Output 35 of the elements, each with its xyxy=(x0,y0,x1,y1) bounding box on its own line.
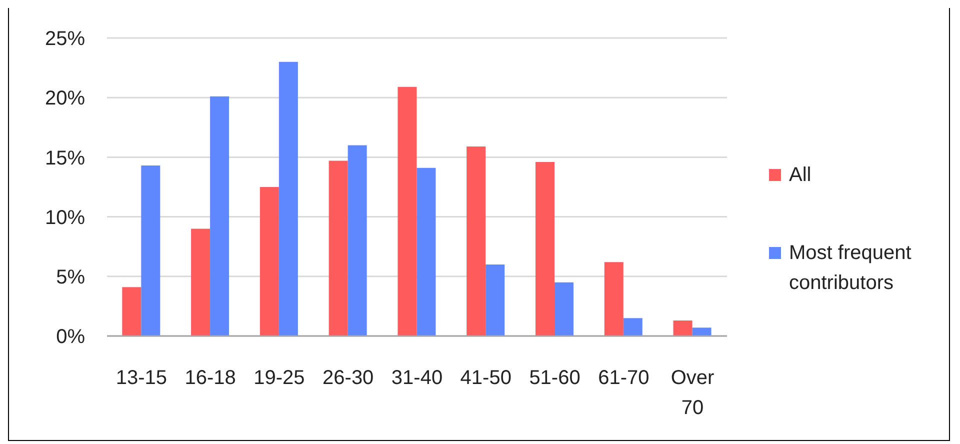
bar xyxy=(141,166,160,336)
bar xyxy=(398,86,417,336)
bar xyxy=(466,146,486,336)
bar xyxy=(328,160,348,336)
bar xyxy=(122,287,142,336)
y-tick-label: 10% xyxy=(44,206,86,229)
bar xyxy=(278,62,298,336)
x-tick-label: 26-30 xyxy=(322,367,374,389)
bar xyxy=(692,328,712,336)
bar xyxy=(604,262,624,336)
x-tick-label: 19-25 xyxy=(254,367,305,389)
bar xyxy=(554,282,574,336)
bar xyxy=(623,318,642,336)
x-tick-label: 13-15 xyxy=(116,367,168,389)
bar xyxy=(260,187,279,336)
x-tick-label: 51-60 xyxy=(529,367,580,389)
y-tick-label: 15% xyxy=(44,147,86,170)
x-tick-label: 16-18 xyxy=(184,367,236,389)
bar xyxy=(486,264,505,336)
x-tick-label: 61-70 xyxy=(598,367,650,389)
bar xyxy=(191,228,210,336)
y-tick-label: 5% xyxy=(56,266,86,288)
bar xyxy=(673,320,692,336)
y-tick-label: 20% xyxy=(44,88,86,110)
x-tick-label: 31-40 xyxy=(391,367,443,389)
x-tick-label: 41-50 xyxy=(460,367,512,389)
bar xyxy=(416,168,436,336)
bar xyxy=(210,96,230,336)
legend-label: All xyxy=(789,163,812,188)
y-tick-label: 25% xyxy=(44,28,86,50)
legend-label: Most frequent contributors xyxy=(789,241,912,296)
bar xyxy=(348,145,367,336)
bar xyxy=(535,162,554,336)
x-tick-label: Over 70 xyxy=(670,367,715,419)
y-tick-label: 0% xyxy=(56,326,86,348)
